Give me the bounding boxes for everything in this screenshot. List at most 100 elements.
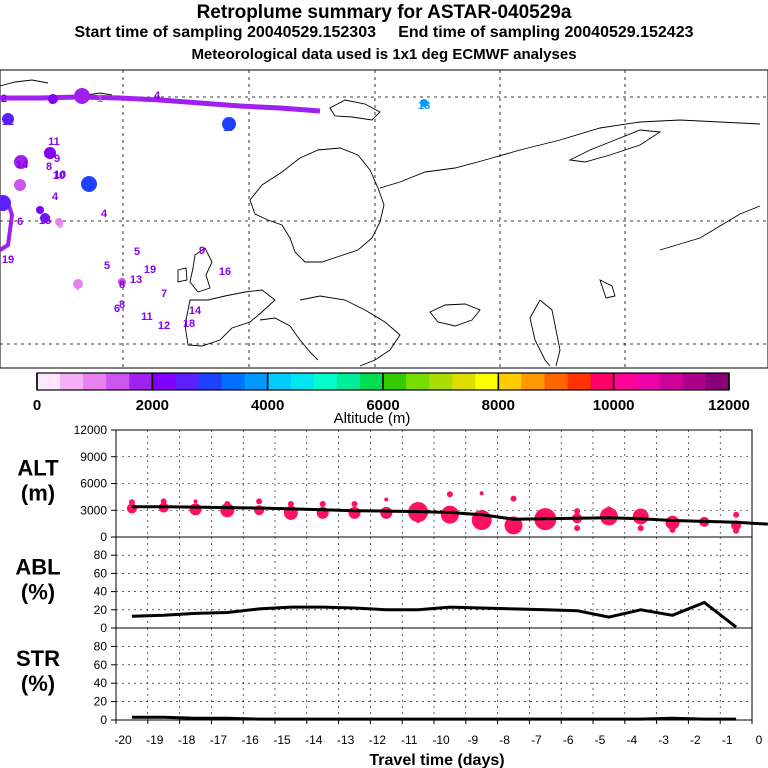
altitude-point (733, 527, 740, 534)
plume-marker (2, 113, 14, 125)
altitude-point (637, 525, 644, 532)
altitude-point (224, 501, 231, 508)
altitude-point (574, 508, 581, 515)
map-day-label: 12 (2, 116, 14, 128)
aral-coast (599, 279, 616, 299)
map-day-label: 19 (2, 254, 14, 266)
arctic-russia-coast (379, 119, 761, 189)
panel-abl: 0 20 40 60 80 ABL(%) (15, 536, 753, 635)
map-day-label: 7 (75, 281, 81, 293)
map-day-label: 4 (52, 191, 59, 203)
x-tick-label: -18 (178, 733, 196, 747)
altitude-point (256, 498, 263, 505)
plume-marker (14, 179, 26, 191)
altitude-point (669, 526, 676, 533)
svalbard-coast (329, 99, 381, 121)
y-axis-label: STR (16, 646, 60, 671)
map-day-label: 2 (1, 93, 7, 105)
scandinavia-coast (249, 147, 385, 263)
map-markers (0, 88, 428, 289)
map-day-label: 15 (39, 215, 51, 227)
altitude-point (479, 491, 484, 496)
colorbar-tick-label: 10000 (593, 397, 635, 414)
series-line (131, 600, 738, 629)
colorbar-swatch (590, 373, 615, 390)
map-day-label: 16 (83, 181, 95, 193)
x-tick-label: -20 (114, 733, 132, 747)
colorbar-swatch (475, 373, 499, 390)
series-line (131, 505, 768, 526)
map-day-label: 18 (418, 100, 430, 112)
y-tick-label: 0 (100, 621, 107, 635)
altitude-point (416, 518, 421, 523)
britain-coast (189, 247, 213, 293)
italy-coast (259, 317, 319, 361)
map-day-label: 8 (119, 299, 125, 311)
map-day-label: 14 (16, 159, 29, 171)
colorbar-swatch (659, 373, 684, 390)
colorbar-swatch (498, 373, 522, 390)
map-day-label: 6 (114, 303, 120, 315)
y-axis-label: (m) (21, 481, 55, 506)
ireland-coast (177, 267, 188, 283)
map-day-label: 14 (189, 305, 202, 317)
start-time-label: Start time of sampling 20040529.152303 (74, 24, 377, 41)
map-day-label: 16 (219, 266, 231, 278)
map-day-label: 17 (223, 122, 235, 134)
map-day-label: 12 (158, 320, 170, 332)
altitude-point (189, 503, 202, 516)
map-day-label: 18 (183, 318, 195, 330)
map-day-label: 1 (97, 93, 103, 105)
altitude-point (287, 501, 294, 508)
colorbar-swatch (613, 373, 638, 390)
altitude-point (440, 505, 459, 524)
altitude-point (193, 499, 198, 504)
y-tick-label: 0 (100, 530, 107, 544)
altitude-point (348, 506, 361, 519)
plume-marker (0, 195, 11, 211)
y-tick-label: 40 (94, 585, 108, 599)
y-axis-label: ALT (17, 456, 59, 481)
colorbar-swatch (383, 373, 407, 390)
colorbar: 0 2000 4000 6000 8000 10000 12000 Altitude (m) (33, 372, 750, 427)
colorbar-swatch (106, 373, 130, 390)
colorbar-swatch (336, 373, 361, 390)
map-day-label: 13 (44, 148, 56, 160)
plume-marker (222, 117, 236, 131)
x-tick-label: -10 (432, 733, 450, 747)
y-tick-label: 80 (94, 639, 108, 653)
x-tick-label: -3 (658, 733, 669, 747)
siberia-coast (659, 205, 761, 251)
x-tick-label: -6 (563, 733, 574, 747)
plume-marker (74, 88, 90, 104)
colorbar-tick-label: 2000 (136, 397, 169, 414)
plume-marker (420, 99, 428, 107)
y-tick-label: 40 (94, 676, 108, 690)
x-tick-label: -13 (337, 733, 355, 747)
colorbar-tick-label: 6000 (366, 397, 399, 414)
map-day-label: 11 (141, 311, 153, 323)
map-day-label: 7 (161, 288, 167, 300)
y-tick-label: 0 (100, 713, 107, 727)
x-tick-label: -1 (722, 733, 733, 747)
altitude-point (160, 498, 167, 505)
altitude-point (319, 501, 326, 508)
altitude-point (351, 501, 358, 508)
plume-marker (118, 278, 126, 286)
map-day-label: 9 (54, 153, 60, 165)
map-day-label: 13 (130, 274, 142, 286)
colorbar-swatch (244, 373, 269, 390)
colorbar-swatch (682, 373, 707, 390)
x-tick-label: -4 (626, 733, 637, 747)
colorbar-swatch (290, 373, 315, 390)
x-tick-label: -17 (210, 733, 228, 747)
colorbar-swatch (175, 373, 199, 390)
map-day-label: 9 (199, 245, 205, 257)
colorbar-swatch (129, 373, 153, 390)
x-tick-label: 0 (756, 733, 763, 747)
series-line (131, 715, 737, 721)
y-tick-label: 80 (94, 548, 108, 562)
caspian-coast (529, 299, 551, 367)
